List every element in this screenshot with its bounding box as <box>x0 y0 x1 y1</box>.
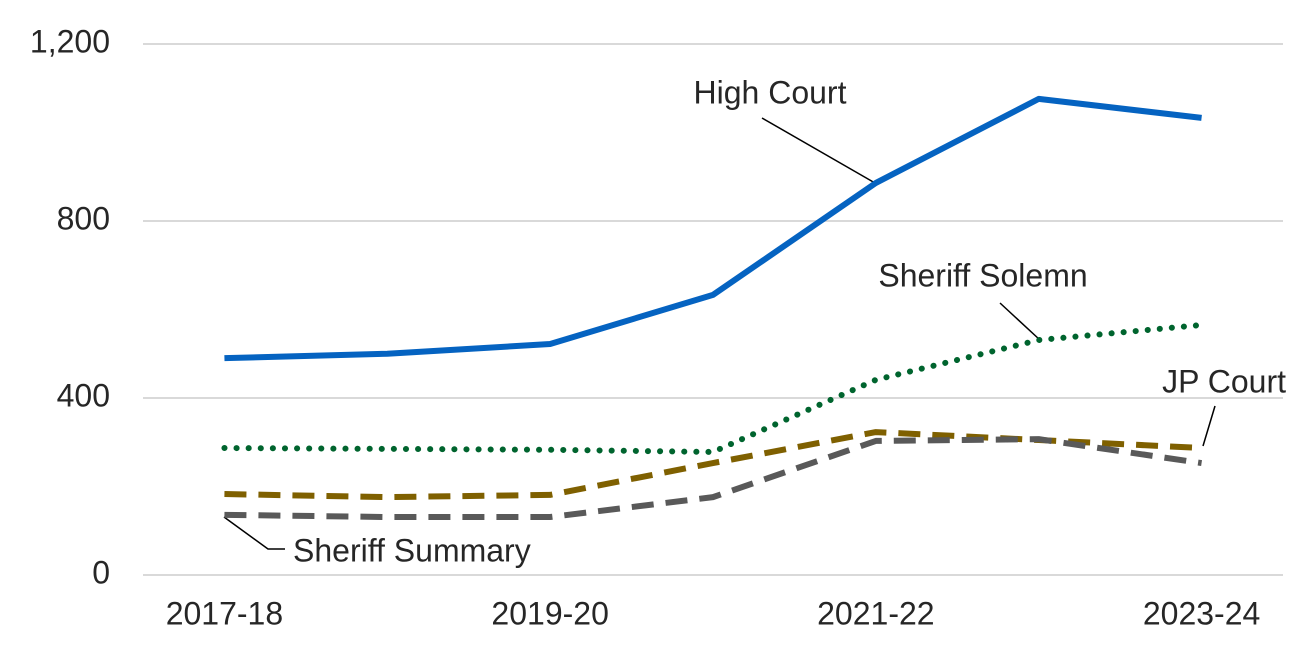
leader-line <box>223 516 285 550</box>
series-line <box>221 321 1205 455</box>
series-line <box>224 436 1203 521</box>
y-tick-label: 0 <box>92 554 110 590</box>
y-tick-label: 1,200 <box>30 23 110 59</box>
leader-line <box>999 302 1041 341</box>
series-label: High Court <box>694 74 847 110</box>
series-label: Sheriff Solemn <box>878 257 1087 293</box>
series-line <box>224 429 1202 501</box>
x-tick-label: 2021-22 <box>817 595 934 631</box>
leader-line <box>1202 405 1216 447</box>
leader-line <box>761 117 876 184</box>
series-line <box>224 95 1202 362</box>
x-tick-label: 2017-18 <box>166 595 283 631</box>
series-label: Sheriff Summary <box>293 532 531 568</box>
x-tick-label: 2019-20 <box>491 595 608 631</box>
x-tick-label: 2023-24 <box>1143 595 1260 631</box>
y-tick-label: 400 <box>57 377 110 413</box>
series-label: JP Court <box>1162 363 1286 399</box>
y-tick-label: 800 <box>57 200 110 236</box>
